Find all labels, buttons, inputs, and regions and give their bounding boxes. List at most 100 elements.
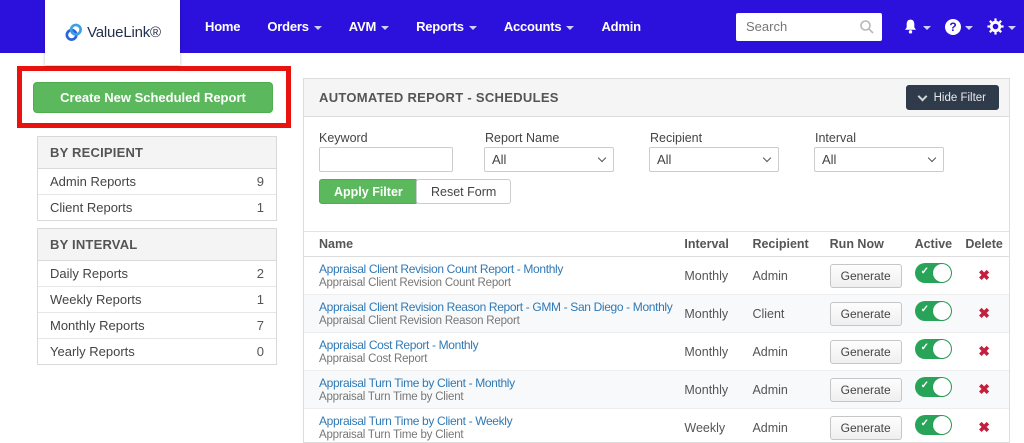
delete-icon[interactable] xyxy=(978,267,990,283)
sidebar-item-weekly-reports[interactable]: Weekly Reports 1 xyxy=(38,287,276,313)
active-toggle[interactable] xyxy=(914,263,952,283)
caret-down-icon xyxy=(313,25,322,30)
count-badge: 1 xyxy=(256,292,264,307)
generate-button[interactable]: Generate xyxy=(829,377,902,402)
nav-item-reports[interactable]: Reports xyxy=(416,19,477,34)
generate-button[interactable]: Generate xyxy=(829,301,902,326)
table-header-row: Name Interval Recipient Run Now Active D… xyxy=(304,231,1009,257)
sidebar-item-client-reports[interactable]: Client Reports 1 xyxy=(38,195,276,220)
recipient-value: Admin xyxy=(752,344,788,359)
help-menu[interactable] xyxy=(945,18,973,35)
report-link[interactable]: Appraisal Client Revision Count Report -… xyxy=(319,262,563,276)
header-name: Name xyxy=(304,231,679,257)
apply-filter-button[interactable]: Apply Filter xyxy=(319,179,418,204)
recipient-value: Admin xyxy=(752,382,788,397)
generate-button[interactable]: Generate xyxy=(829,263,902,288)
nav-label: Home xyxy=(205,19,241,34)
report-name-select-wrap: All xyxy=(484,147,614,172)
help-icon xyxy=(945,18,961,35)
report-name-select[interactable]: All xyxy=(484,147,614,172)
active-toggle[interactable] xyxy=(914,339,952,359)
toggle-knob xyxy=(932,302,951,320)
toggle-knob xyxy=(932,378,951,396)
count-badge: 2 xyxy=(256,266,264,281)
header-active: Active xyxy=(908,231,960,257)
table-row: Appraisal Client Revision Count Report -… xyxy=(304,256,1009,295)
report-link[interactable]: Appraisal Cost Report - Monthly xyxy=(319,338,479,352)
reset-form-button[interactable]: Reset Form xyxy=(416,179,512,204)
sidebar-item-daily-reports[interactable]: Daily Reports 2 xyxy=(38,261,276,287)
caret-down-icon xyxy=(1008,25,1016,30)
interval-label: Interval xyxy=(815,131,856,145)
valuelink-chain-icon xyxy=(65,23,83,41)
header-recipient: Recipient xyxy=(746,231,824,257)
report-subtitle: Appraisal Client Revision Count Report xyxy=(319,277,511,289)
report-link[interactable]: Appraisal Turn Time by Client - Monthly xyxy=(319,376,515,390)
create-scheduled-report-button[interactable]: Create New Scheduled Report xyxy=(33,82,273,113)
brand-logo[interactable]: ValueLink® xyxy=(45,0,180,65)
report-link[interactable]: Appraisal Client Revision Reason Report … xyxy=(319,300,673,314)
generate-button[interactable]: Generate xyxy=(829,415,902,440)
settings-menu[interactable] xyxy=(987,18,1016,35)
caret-down-icon xyxy=(468,25,477,30)
search-icon xyxy=(860,19,874,34)
caret-down-icon xyxy=(381,25,390,30)
sidebar-item-yearly-reports[interactable]: Yearly Reports 0 xyxy=(38,339,276,364)
toggle-knob xyxy=(932,340,951,358)
keyword-input[interactable] xyxy=(319,147,453,172)
filter-form: Keyword Report Name All Recipient All In… xyxy=(304,117,1009,231)
nav-label: Reports xyxy=(416,19,464,34)
delete-icon[interactable] xyxy=(978,381,990,397)
count-badge: 7 xyxy=(256,318,264,333)
caret-down-icon xyxy=(923,25,931,30)
delete-icon[interactable] xyxy=(978,419,990,435)
interval-select-wrap: All xyxy=(814,147,944,172)
by-interval-header: BY INTERVAL xyxy=(38,229,276,261)
report-subtitle: Appraisal Cost Report xyxy=(319,353,428,365)
active-toggle[interactable] xyxy=(914,415,952,435)
toggle-knob xyxy=(932,264,951,282)
recipient-select[interactable]: All xyxy=(649,147,779,172)
search-input[interactable] xyxy=(736,12,882,41)
nav-item-orders[interactable]: Orders xyxy=(267,19,322,34)
table-row: Appraisal Turn Time by Client - Weekly A… xyxy=(304,408,1009,443)
nav-item-admin[interactable]: Admin xyxy=(601,19,641,34)
nav-label: AVM xyxy=(348,19,377,34)
interval-select[interactable]: All xyxy=(814,147,944,172)
recipient-select-wrap: All xyxy=(649,147,779,172)
generate-button[interactable]: Generate xyxy=(829,339,902,364)
recipient-label: Recipient xyxy=(650,131,703,145)
table-row: Appraisal Cost Report - Monthly Appraisa… xyxy=(304,332,1009,371)
interval-value: Monthly xyxy=(684,382,729,397)
active-toggle[interactable] xyxy=(914,377,952,397)
hide-filter-label: Hide Filter xyxy=(933,91,986,104)
nav-item-avm[interactable]: AVM xyxy=(348,19,390,34)
report-name-label: Report Name xyxy=(485,131,560,145)
by-recipient-panel: BY RECIPIENT Admin Reports 9 Client Repo… xyxy=(37,136,277,221)
keyword-label: Keyword xyxy=(319,131,368,145)
report-subtitle: Appraisal Client Revision Reason Report xyxy=(319,315,520,327)
report-link[interactable]: Appraisal Turn Time by Client - Weekly xyxy=(319,414,513,428)
interval-value: Monthly xyxy=(684,268,729,283)
caret-down-icon xyxy=(566,25,575,30)
table-row: Appraisal Client Revision Reason Report … xyxy=(304,294,1009,333)
delete-icon[interactable] xyxy=(978,343,990,359)
hide-filter-button[interactable]: Hide Filter xyxy=(905,85,999,110)
delete-icon[interactable] xyxy=(978,305,990,321)
filter-label: Admin Reports xyxy=(50,174,136,189)
interval-value: Monthly xyxy=(684,306,729,321)
table-row: Appraisal Turn Time by Client - Monthly … xyxy=(304,370,1009,409)
schedules-panel: AUTOMATED REPORT - SCHEDULES Hide Filter… xyxy=(303,78,1010,443)
interval-value: Weekly xyxy=(684,420,726,435)
sidebar-item-admin-reports[interactable]: Admin Reports 9 xyxy=(38,169,276,195)
notifications-menu[interactable] xyxy=(902,18,931,35)
nav-item-accounts[interactable]: Accounts xyxy=(504,19,575,34)
gear-icon xyxy=(987,18,1004,35)
panel-header: AUTOMATED REPORT - SCHEDULES Hide Filter xyxy=(304,79,1009,117)
bell-icon xyxy=(904,19,917,34)
nav-item-home[interactable]: Home xyxy=(205,19,241,34)
sidebar-item-monthly-reports[interactable]: Monthly Reports 7 xyxy=(38,313,276,339)
active-toggle[interactable] xyxy=(914,301,952,321)
nav-label: Admin xyxy=(601,19,641,34)
